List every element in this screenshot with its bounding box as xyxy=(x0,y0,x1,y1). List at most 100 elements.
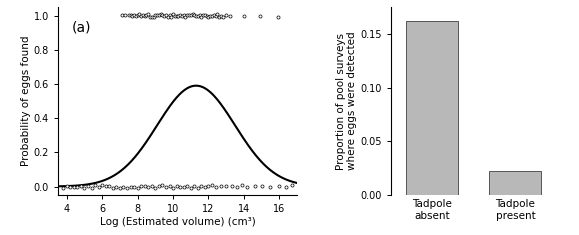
Point xyxy=(76,184,86,188)
Point xyxy=(156,12,165,16)
Point xyxy=(130,13,139,17)
Point xyxy=(152,13,162,17)
Point xyxy=(130,185,139,189)
Point xyxy=(212,12,222,16)
Point xyxy=(158,184,167,187)
Point xyxy=(131,14,141,18)
Point xyxy=(177,14,186,18)
Point xyxy=(255,14,265,18)
Point xyxy=(167,15,176,19)
Point xyxy=(158,13,167,17)
Point xyxy=(140,184,149,188)
Point xyxy=(274,184,284,188)
Point xyxy=(128,14,137,18)
Point xyxy=(115,186,124,189)
Point xyxy=(225,14,234,18)
Point xyxy=(197,184,206,188)
Bar xyxy=(406,21,458,195)
Point xyxy=(174,14,183,18)
Point xyxy=(149,15,158,19)
Point xyxy=(165,13,174,17)
Point xyxy=(216,15,225,18)
Point xyxy=(181,15,190,19)
Point xyxy=(197,15,206,19)
Point xyxy=(257,184,266,188)
Point xyxy=(243,185,252,188)
Point xyxy=(154,184,163,188)
Point xyxy=(237,183,247,187)
Point xyxy=(192,14,201,18)
Point xyxy=(168,12,178,16)
Point xyxy=(211,14,220,18)
Point xyxy=(112,185,121,189)
Point xyxy=(162,185,171,189)
Point xyxy=(184,13,193,17)
Point xyxy=(133,186,142,190)
Point xyxy=(170,14,179,17)
Point xyxy=(218,15,228,18)
Point xyxy=(227,184,236,188)
Point xyxy=(151,13,160,16)
Point xyxy=(266,185,275,189)
Point xyxy=(124,13,133,17)
Point xyxy=(190,184,199,188)
Point xyxy=(101,184,111,188)
Point xyxy=(186,186,195,190)
Point xyxy=(69,185,79,189)
Point xyxy=(140,14,149,17)
Text: (a): (a) xyxy=(72,20,91,34)
Point xyxy=(195,13,204,17)
Point xyxy=(172,14,181,18)
Point xyxy=(175,185,185,189)
Point xyxy=(122,186,131,189)
Point xyxy=(138,13,148,17)
Point xyxy=(175,13,185,17)
Point xyxy=(133,13,142,16)
Point xyxy=(126,185,135,189)
Point xyxy=(239,14,248,18)
Point xyxy=(142,14,151,17)
Point xyxy=(232,185,241,189)
Point xyxy=(216,184,225,188)
Point xyxy=(179,14,188,17)
Point xyxy=(193,14,203,18)
Point xyxy=(204,184,213,188)
Point xyxy=(126,14,135,17)
Point xyxy=(182,13,192,17)
Point xyxy=(154,13,163,16)
Point xyxy=(193,186,203,190)
Point xyxy=(120,13,130,17)
Point xyxy=(117,14,126,17)
Point xyxy=(160,14,169,18)
Point xyxy=(94,185,103,188)
Point xyxy=(200,185,210,189)
Point xyxy=(137,14,146,18)
Point xyxy=(119,185,128,189)
Y-axis label: Probability of eggs found: Probability of eggs found xyxy=(21,36,31,166)
Point xyxy=(80,186,89,189)
Point xyxy=(186,13,195,17)
Point xyxy=(190,13,199,17)
Point xyxy=(250,184,259,188)
Point xyxy=(165,184,174,188)
Bar xyxy=(489,171,541,195)
Point xyxy=(207,14,217,18)
Point xyxy=(147,15,156,19)
Point xyxy=(83,184,93,188)
Point xyxy=(206,14,215,18)
Point xyxy=(222,13,231,17)
Point xyxy=(73,185,82,189)
Point xyxy=(151,186,160,189)
Point xyxy=(163,15,173,19)
Point xyxy=(145,15,155,19)
Point xyxy=(211,185,220,189)
Point xyxy=(144,12,153,16)
Point xyxy=(273,15,282,18)
Point xyxy=(162,13,171,17)
Point xyxy=(199,13,208,17)
Point xyxy=(144,185,153,189)
Point xyxy=(287,184,296,187)
Point xyxy=(135,12,144,16)
Point xyxy=(97,183,107,187)
Point xyxy=(204,15,213,19)
